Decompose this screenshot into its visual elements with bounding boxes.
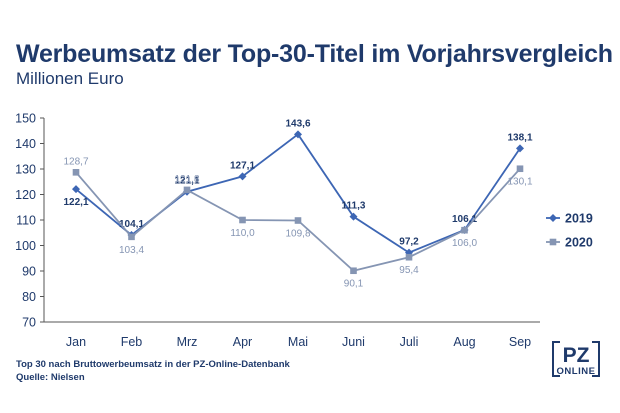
data-label: 103,4 [119,245,144,256]
data-label: 106,0 [452,238,477,249]
logo-bracket-right [592,341,600,377]
y-tick-label: 140 [15,137,36,151]
y-axis-ticks: 70 80 90 100 110 120 130 140 150 [15,112,44,330]
series-group: 122,1104,1121,1127,1143,6111,397,2106,11… [63,118,532,289]
data-label: 104,1 [119,219,144,230]
data-label: 121,1 [174,176,199,187]
data-point [128,233,135,241]
data-point [405,248,413,257]
x-tick-label: Sep [509,335,531,349]
data-label: 130,1 [507,177,532,188]
logo-text-pz: PZ [563,344,590,367]
data-point [238,172,247,181]
footnote-source-desc: Top 30 nach Bruttowerbeumsatz in der PZ-… [16,359,290,370]
x-tick-label: Aug [453,335,475,349]
data-label: 121,8 [174,174,199,185]
logo-text-online: ONLINE [557,366,596,377]
data-label: 143,6 [285,118,310,129]
series-2020: 128,7 103,4 121,8 110,0 109,8 90,1 95,4 106,0 13… [63,156,532,289]
legend-marker-2020 [549,238,557,246]
data-point [405,253,413,261]
x-tick-label: Juni [342,335,365,349]
y-tick-label: 120 [15,188,36,202]
data-point [239,216,246,224]
chart-title: Werbeumsatz der Top-30-Titel im Vorjahrs… [16,40,613,68]
x-tick-label: Juli [400,335,419,349]
data-label: 95,4 [399,265,419,276]
legend-label-2020: 2020 [565,236,593,250]
legend: 2019 2020 [546,212,593,250]
data-point [183,186,191,194]
x-tick-label: Apr [233,335,252,349]
footnote-source: Quelle: Nielsen [16,372,85,383]
y-tick-label: 150 [15,112,36,126]
x-axis-ticks: Jan Feb Mrz Apr Mai Juni Juli Aug Sep [66,335,531,349]
data-label: 128,7 [63,156,88,167]
y-tick-label: 80 [22,290,36,304]
data-point [294,130,302,139]
y-tick-label: 70 [22,316,36,330]
data-label: 122,1 [63,197,88,208]
data-label: 97,2 [399,237,419,248]
data-label: 90,1 [344,279,364,290]
y-tick-label: 90 [22,265,36,279]
chart-subtitle: Millionen Euro [16,69,124,88]
data-label: 111,3 [342,201,366,212]
data-point [350,267,357,275]
legend-marker-2019 [549,214,557,222]
series-2019: 122,1 104,1 121,1 127,1 143,6 111,3 97,2 106,1 1… [63,118,533,257]
y-tick-label: 100 [15,239,36,253]
data-label: 109,8 [285,229,310,240]
logo-bracket-left [552,341,560,377]
data-point [516,165,524,173]
x-tick-label: Jan [66,335,86,349]
data-label: 127,1 [230,160,255,171]
data-point [349,212,358,221]
data-point [72,185,80,194]
pz-online-logo: PZ ONLINE [552,341,600,377]
data-label: 106,1 [452,214,477,225]
data-point [461,226,468,234]
x-tick-label: Mrz [177,335,198,349]
data-point [516,144,524,153]
data-label: 138,1 [507,132,532,143]
y-tick-label: 130 [15,163,36,177]
x-tick-label: Feb [121,335,143,349]
legend-label-2019: 2019 [565,212,593,226]
x-tick-label: Mai [288,335,308,349]
data-point [72,169,80,176]
data-point [294,217,302,224]
y-tick-label: 110 [16,214,36,228]
data-label: 110,0 [230,228,255,239]
